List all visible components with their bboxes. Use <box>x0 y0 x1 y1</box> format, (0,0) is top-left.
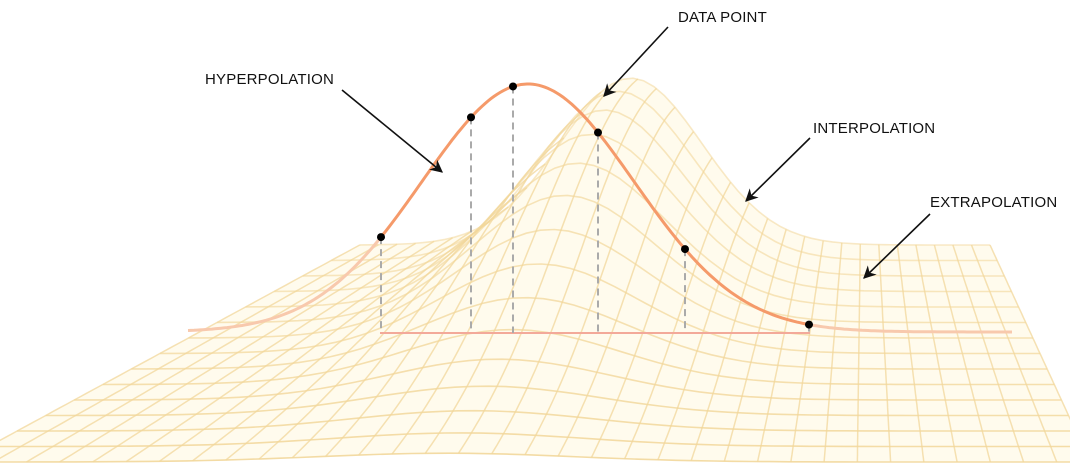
data-point <box>509 82 517 91</box>
data-point <box>681 245 689 254</box>
hyperpolation-arrow <box>341 89 443 173</box>
surface-column <box>225 206 509 461</box>
surface-column <box>624 181 732 460</box>
surface-column <box>933 244 992 463</box>
data-point-label: DATA POINT <box>678 9 767 26</box>
surface-column <box>291 163 546 459</box>
surface-column <box>0 244 379 460</box>
surface-column <box>0 244 361 442</box>
surface-column <box>557 131 695 457</box>
surface-column <box>590 157 713 458</box>
hyperpolation-label: HYPERPOLATION <box>205 71 335 88</box>
curves <box>187 82 1012 334</box>
surface-column <box>952 244 1025 463</box>
surface-column <box>59 242 416 463</box>
surface-column <box>915 244 958 463</box>
curve-interpolation <box>378 82 810 327</box>
data-point <box>467 113 475 122</box>
interpolation-arrow <box>745 137 811 202</box>
surface-column <box>125 237 454 463</box>
surface-column <box>491 87 658 455</box>
annotation-arrows <box>341 26 931 279</box>
surface-column <box>192 220 491 462</box>
interpolation-label: INTERPOLATION <box>813 120 936 137</box>
data-point-arrow <box>603 26 669 97</box>
surface-column <box>325 137 565 457</box>
surface-column <box>690 218 769 461</box>
surface-column <box>989 244 1070 421</box>
curve-left-extrapolation <box>187 233 385 332</box>
surface-column <box>878 244 892 463</box>
surface-column <box>457 78 639 454</box>
surface-column <box>26 243 398 463</box>
surface-column <box>358 112 583 456</box>
surface-column <box>657 202 750 461</box>
data-points <box>377 82 813 329</box>
extrapolation-label: EXTRAPOLATION <box>930 194 1058 211</box>
extrapolation-arrow <box>863 213 931 279</box>
surface-column <box>756 236 806 462</box>
surface-column <box>158 230 472 462</box>
data-point <box>805 320 813 329</box>
data-point <box>594 128 602 137</box>
surface-column <box>391 91 602 455</box>
surface-column <box>970 244 1058 463</box>
surface-column <box>723 229 787 462</box>
data-point <box>377 233 385 242</box>
surface-column <box>856 244 862 462</box>
surface-column <box>896 244 925 463</box>
surface-column <box>524 106 676 456</box>
surface-mesh <box>0 77 1070 463</box>
curve-right-extrapolation <box>807 322 1012 334</box>
surface-column <box>790 240 824 462</box>
surface-column <box>823 242 843 462</box>
surface-column <box>92 240 435 463</box>
